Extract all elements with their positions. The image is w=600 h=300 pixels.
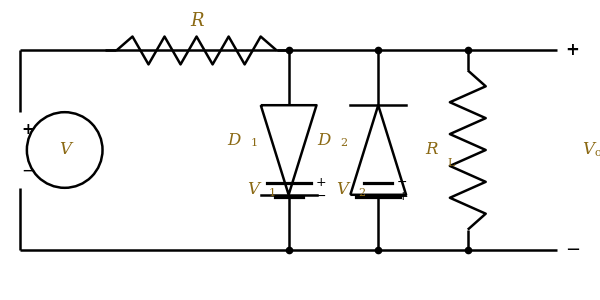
Text: −: − [21,162,35,180]
Text: +: + [22,122,34,137]
Text: 2: 2 [340,138,347,148]
Text: V: V [59,142,71,158]
Text: D: D [227,131,241,148]
Text: −: − [316,190,326,203]
Text: +: + [397,190,408,203]
Text: V: V [247,181,259,198]
Text: +: + [565,41,579,59]
Text: D: D [317,131,331,148]
Text: 2: 2 [358,188,365,198]
Text: R: R [190,12,203,30]
Text: V: V [337,181,349,198]
Text: L: L [448,158,455,168]
Text: −: − [565,241,580,259]
Text: R: R [425,142,438,158]
Text: −: − [397,176,407,189]
Text: o: o [594,148,600,158]
Text: +: + [316,176,326,189]
Text: 1: 1 [251,138,258,148]
Text: 1: 1 [269,188,276,198]
Text: V: V [582,142,594,158]
